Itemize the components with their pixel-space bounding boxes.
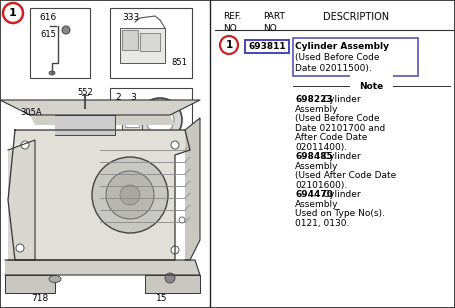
Bar	[145, 275, 200, 293]
Bar	[110, 88, 192, 146]
Text: REF.
NO.: REF. NO.	[223, 12, 241, 33]
Bar	[140, 33, 160, 51]
Ellipse shape	[49, 275, 61, 282]
Text: 698223: 698223	[295, 95, 333, 104]
Bar	[122, 106, 142, 130]
Text: Assembly: Assembly	[295, 200, 339, 209]
Text: 1: 1	[9, 8, 17, 18]
Circle shape	[16, 244, 24, 252]
Text: Assembly: Assembly	[295, 161, 339, 171]
Text: Note: Note	[359, 82, 384, 91]
Text: 15: 15	[156, 294, 168, 303]
Circle shape	[165, 273, 175, 283]
Bar	[125, 109, 139, 127]
Text: (Used Before Code: (Used Before Code	[295, 53, 379, 62]
Text: 851: 851	[171, 58, 187, 67]
Circle shape	[21, 141, 29, 149]
Polygon shape	[185, 118, 200, 260]
Text: 02101600).: 02101600).	[295, 180, 347, 189]
Text: Cylinder: Cylinder	[320, 152, 361, 161]
Polygon shape	[0, 100, 200, 115]
Text: 305A: 305A	[20, 108, 41, 117]
Circle shape	[171, 246, 179, 254]
Text: 698485: 698485	[295, 152, 333, 161]
Circle shape	[106, 171, 154, 219]
Text: 02011400).: 02011400).	[295, 143, 347, 152]
Text: 2: 2	[115, 93, 121, 102]
Text: Date 02101700 and: Date 02101700 and	[295, 124, 385, 132]
Circle shape	[62, 26, 70, 34]
Text: Cylinder: Cylinder	[320, 190, 361, 199]
Text: DESCRIPTION: DESCRIPTION	[323, 12, 389, 22]
Bar	[122, 30, 138, 50]
Text: 333: 333	[122, 13, 139, 22]
Bar	[30, 8, 90, 78]
Polygon shape	[5, 260, 200, 275]
Text: 1: 1	[225, 40, 233, 50]
Text: 694470: 694470	[295, 190, 333, 199]
Circle shape	[120, 185, 140, 205]
Circle shape	[146, 106, 174, 134]
Text: (Used Before Code: (Used Before Code	[295, 114, 379, 123]
Bar	[5, 275, 55, 293]
Text: 0121, 0130.: 0121, 0130.	[295, 218, 349, 228]
Bar	[110, 8, 192, 78]
Text: Date 02011500).: Date 02011500).	[295, 64, 372, 73]
Polygon shape	[8, 130, 190, 260]
Circle shape	[179, 217, 185, 223]
Polygon shape	[8, 140, 35, 260]
Text: (Used After Code Date: (Used After Code Date	[295, 171, 396, 180]
Text: 615: 615	[40, 30, 56, 39]
Ellipse shape	[35, 116, 41, 120]
Text: 3: 3	[130, 93, 136, 102]
Text: Used on Type No(s).: Used on Type No(s).	[295, 209, 385, 218]
Text: 718: 718	[31, 294, 49, 303]
Text: After Code Date: After Code Date	[295, 133, 367, 142]
Text: 693811: 693811	[248, 42, 286, 51]
Text: 552: 552	[77, 88, 93, 97]
Circle shape	[92, 157, 168, 233]
Polygon shape	[30, 115, 175, 125]
Text: PART
NO.: PART NO.	[263, 12, 285, 33]
Bar	[245, 40, 289, 53]
Circle shape	[138, 98, 182, 142]
Text: Cylinder: Cylinder	[320, 95, 361, 104]
Text: Assembly: Assembly	[295, 104, 339, 114]
Bar	[120, 28, 165, 63]
Ellipse shape	[49, 71, 55, 75]
Bar	[293, 38, 418, 76]
Text: 616: 616	[40, 13, 56, 22]
Text: Cylinder Assembly: Cylinder Assembly	[295, 42, 389, 51]
Polygon shape	[55, 115, 115, 135]
Circle shape	[171, 141, 179, 149]
